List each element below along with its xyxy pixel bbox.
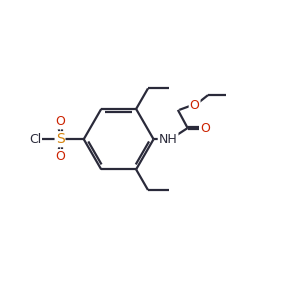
Text: O: O: [200, 122, 210, 135]
Text: S: S: [56, 132, 64, 146]
Text: Cl: Cl: [29, 133, 41, 146]
Text: O: O: [55, 150, 65, 163]
Text: NH: NH: [159, 133, 177, 146]
Text: O: O: [190, 99, 200, 112]
Text: O: O: [55, 115, 65, 128]
